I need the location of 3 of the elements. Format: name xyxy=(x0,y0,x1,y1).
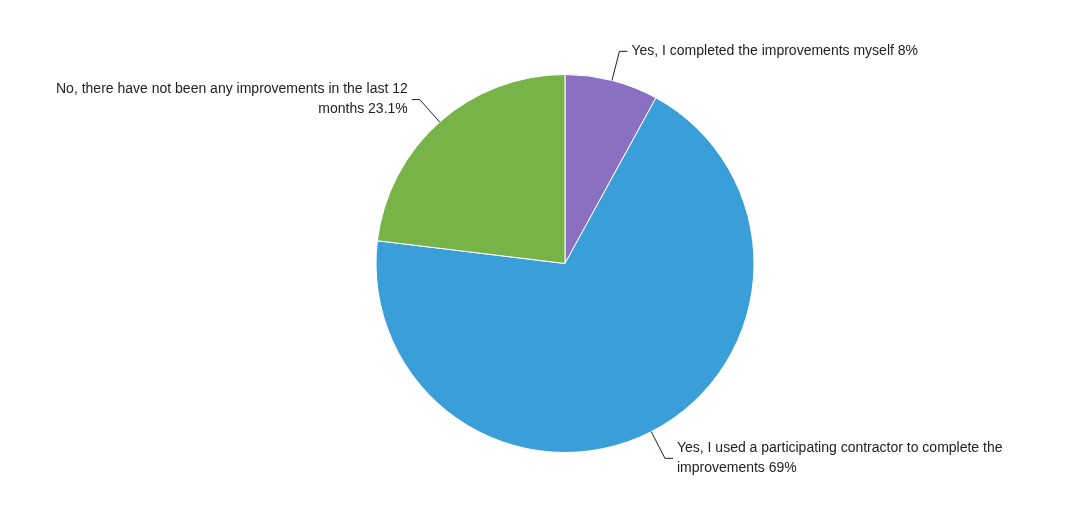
slice-label: No, there have not been any improvements in the last 12 months 23.1% xyxy=(56,80,408,117)
slice-label: Yes, I completed the improvements myself 8% xyxy=(631,42,919,59)
slice-label: Yes, I used a participating contractor to complete the improvements 69% xyxy=(676,439,1003,476)
